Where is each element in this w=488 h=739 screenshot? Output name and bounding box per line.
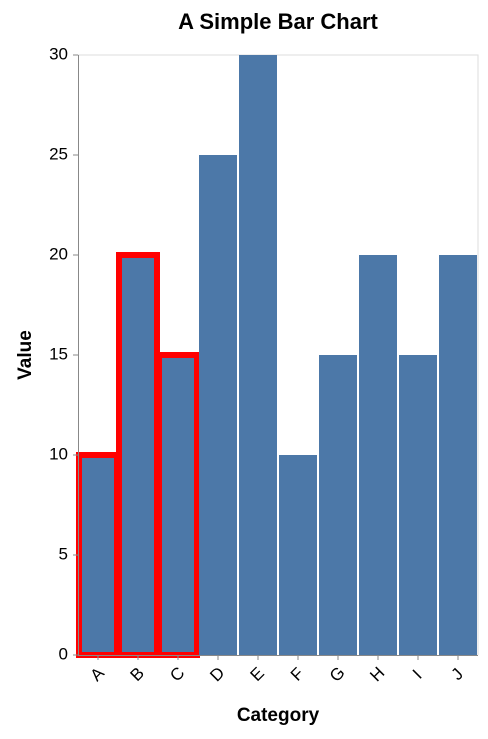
y-tick-label-25: 25	[49, 144, 68, 163]
y-tick-label-0: 0	[59, 644, 68, 663]
x-tick-label-G: G	[326, 663, 349, 686]
x-tick-label-E: E	[247, 664, 268, 685]
x-tick-label-D: D	[206, 663, 228, 685]
y-tick-label-30: 30	[49, 44, 68, 63]
x-tick-label-F: F	[287, 664, 308, 685]
x-tick-label-C: C	[166, 663, 188, 685]
x-tick-label-H: H	[366, 663, 388, 685]
plot-frame	[78, 54, 479, 655]
bar-H	[359, 255, 397, 655]
bar-J	[439, 255, 477, 655]
x-axis-title: Category	[237, 705, 320, 726]
y-tick-label-5: 5	[59, 544, 68, 563]
x-tick-label-J: J	[448, 665, 467, 684]
y-tick-label-15: 15	[49, 344, 68, 363]
x-tick-label-I: I	[409, 666, 426, 683]
plot-area: 0 5 10 15 20 25 30 A B C D E F G H I J	[49, 44, 479, 686]
bar-E	[239, 55, 277, 655]
bar-D	[199, 155, 237, 655]
y-axis-title: Value	[15, 330, 36, 380]
bar-I	[399, 355, 437, 655]
bar-A-highlighted	[76, 452, 120, 658]
chart-title: A Simple Bar Chart	[178, 9, 378, 34]
x-tick-label-B: B	[127, 664, 148, 685]
x-tick-label-A: A	[87, 663, 109, 685]
bar-G	[319, 355, 357, 655]
y-tick-label-10: 10	[49, 444, 68, 463]
bar-F	[279, 455, 317, 655]
y-tick-label-20: 20	[49, 244, 68, 263]
bar-B-highlighted	[116, 252, 160, 658]
bar-C-highlighted	[156, 352, 200, 658]
